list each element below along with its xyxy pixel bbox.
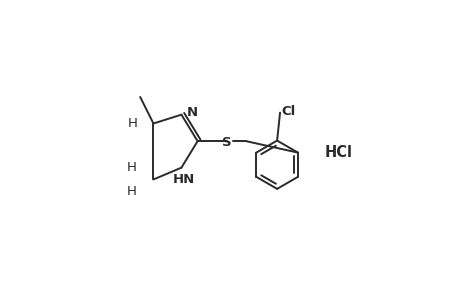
Text: H: H [128, 117, 138, 130]
Text: HCl: HCl [324, 146, 352, 160]
Text: Cl: Cl [280, 105, 295, 118]
Text: H: H [126, 185, 136, 198]
Text: H: H [126, 161, 136, 174]
Text: S: S [222, 136, 231, 149]
Text: HN: HN [173, 173, 195, 186]
Text: N: N [187, 106, 198, 119]
